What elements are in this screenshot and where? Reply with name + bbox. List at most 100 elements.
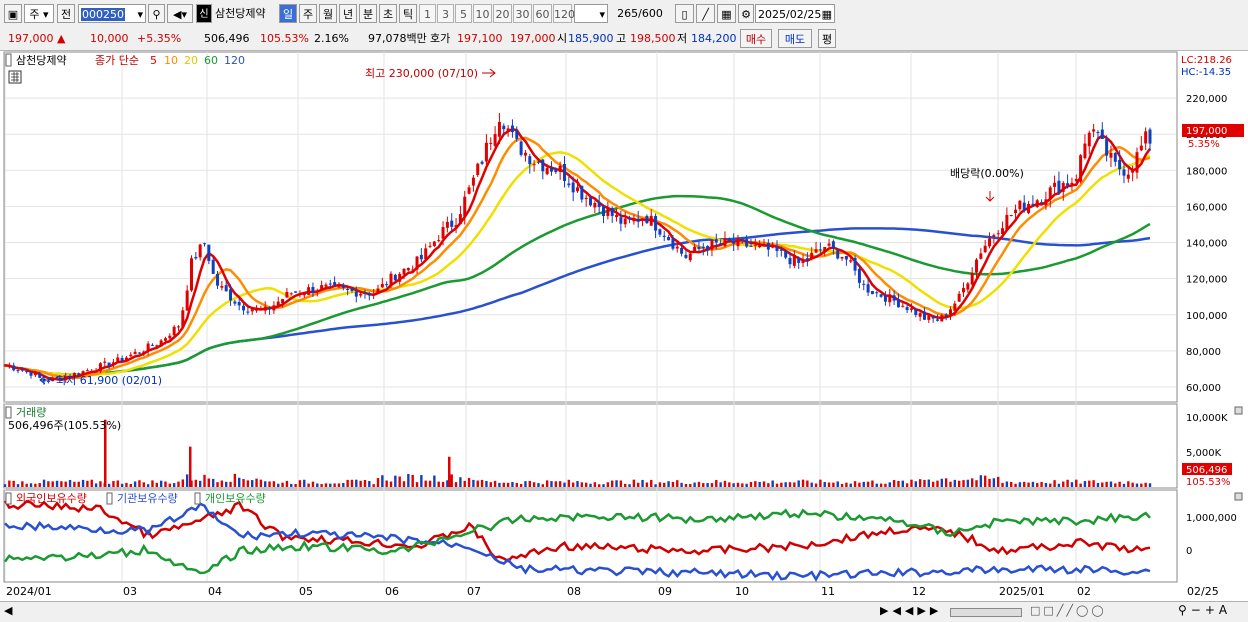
volume-bar bbox=[715, 480, 718, 487]
indicator-icon[interactable]: ▦ bbox=[717, 4, 736, 23]
tab-minute[interactable]: 분 bbox=[359, 4, 377, 23]
candle-body bbox=[818, 249, 822, 251]
candle-body bbox=[380, 283, 384, 288]
holding-close-icon[interactable] bbox=[1234, 492, 1243, 501]
zoom-slider[interactable] bbox=[950, 608, 1022, 617]
zoom-controls-icons[interactable]: ⚲−+A bbox=[1178, 603, 1232, 617]
scroll-left-icon[interactable]: ◀ bbox=[4, 604, 13, 617]
tab-tick[interactable]: 틱 bbox=[399, 4, 417, 23]
candle-body bbox=[7, 366, 11, 368]
sell-button[interactable]: 매도 bbox=[778, 29, 812, 48]
candle-body bbox=[176, 326, 180, 328]
calendar-icon[interactable]: ▦ bbox=[821, 8, 832, 21]
volume-bar bbox=[298, 480, 302, 487]
candle-body bbox=[398, 273, 402, 282]
chart-scroll-bar[interactable]: ◀ ▶◀◀▶▶ □□╱╱◯◯ ⚲−+A bbox=[0, 601, 1248, 622]
legend-ma10: 10 bbox=[164, 54, 178, 67]
tab-yearly[interactable]: 년 bbox=[339, 4, 357, 23]
candle-body bbox=[593, 203, 597, 208]
n-tab-30[interactable]: 30 bbox=[513, 4, 532, 23]
candle-body bbox=[966, 283, 970, 290]
candle-type-icon[interactable]: ▯ bbox=[675, 4, 694, 23]
volume-bar bbox=[550, 481, 553, 487]
volume-bar bbox=[394, 475, 397, 487]
volume-bar bbox=[788, 482, 792, 487]
volume-bar bbox=[593, 482, 597, 487]
candle-body bbox=[940, 315, 944, 322]
volume-bar bbox=[736, 482, 740, 487]
candle-body bbox=[996, 233, 1000, 235]
chart-type-icon[interactable]: ╱ bbox=[696, 4, 715, 23]
volume-bar bbox=[207, 478, 211, 487]
candle-body bbox=[12, 365, 16, 371]
volume-bar bbox=[216, 482, 219, 487]
n-tab-1[interactable]: 1 bbox=[419, 4, 436, 23]
x-tick-label: 06 bbox=[385, 585, 399, 598]
volume-bar bbox=[502, 482, 505, 487]
volume-bar bbox=[120, 483, 124, 487]
tab-daily[interactable]: 일 bbox=[279, 4, 297, 23]
volume-close-icon[interactable] bbox=[1234, 406, 1243, 415]
candle-body bbox=[719, 243, 723, 245]
candle-body bbox=[124, 357, 128, 361]
candle-body bbox=[753, 244, 757, 246]
n-tab-10[interactable]: 10 bbox=[473, 4, 492, 23]
n-tab-120[interactable]: 120 bbox=[553, 4, 575, 23]
window-menu-icon[interactable]: ▣ bbox=[4, 4, 22, 23]
custom-period-select[interactable]: ▾ bbox=[574, 4, 608, 23]
legend-marker bbox=[5, 53, 12, 67]
candle-body bbox=[1087, 132, 1091, 147]
candle-body bbox=[142, 351, 146, 354]
volume-bar bbox=[940, 478, 944, 487]
candle-body bbox=[853, 257, 857, 271]
candle-body bbox=[285, 291, 289, 298]
n-tab-60[interactable]: 60 bbox=[533, 4, 552, 23]
search-icon[interactable]: ⚲ bbox=[148, 4, 165, 23]
volume-bar bbox=[797, 480, 800, 487]
volume-bar bbox=[576, 481, 579, 487]
volume-bar bbox=[845, 482, 848, 487]
drawing-tools-icons[interactable]: □□╱╱◯◯ bbox=[1030, 604, 1107, 617]
volume-bar bbox=[936, 480, 939, 487]
stock-code-input[interactable]: 000250 ▾ bbox=[78, 4, 146, 23]
candle-body bbox=[389, 273, 393, 287]
candle-body bbox=[150, 344, 154, 346]
tab-weekly[interactable]: 주 bbox=[299, 4, 317, 23]
candle-body bbox=[333, 282, 337, 286]
candle-body bbox=[3, 365, 7, 367]
stock-chart[interactable]: 삼천당제약 종가 단순 5 10 20 60 120 LC:218.26 HC:… bbox=[0, 51, 1248, 601]
open-price: 185,900 bbox=[568, 32, 614, 45]
volume-bar bbox=[463, 480, 466, 487]
candle-body bbox=[289, 293, 293, 295]
tab-monthly[interactable]: 월 bbox=[319, 4, 337, 23]
volume-bar bbox=[3, 484, 7, 487]
market-select[interactable]: 주 ▾ bbox=[24, 4, 54, 23]
volume-bar bbox=[771, 480, 774, 487]
n-tab-5[interactable]: 5 bbox=[455, 4, 472, 23]
date-input[interactable]: 2025/02/25 ▦ bbox=[755, 4, 835, 23]
period-button[interactable]: 전 bbox=[57, 4, 75, 23]
tab-second[interactable]: 초 bbox=[379, 4, 397, 23]
scroll-nav-icons[interactable]: ▶◀◀▶▶ bbox=[880, 604, 943, 617]
moving-average-lines bbox=[4, 127, 1152, 381]
candle-body bbox=[654, 216, 658, 231]
volume-bar bbox=[411, 474, 414, 487]
eval-button[interactable]: 평 bbox=[818, 29, 836, 48]
volume-bar bbox=[485, 480, 488, 487]
volume-bar bbox=[671, 481, 675, 487]
buy-button[interactable]: 매수 bbox=[740, 29, 772, 48]
volume-bar bbox=[337, 483, 341, 487]
volume-bar bbox=[910, 479, 913, 487]
volume-bar bbox=[1101, 482, 1104, 487]
gear-icon[interactable]: ⚙ bbox=[738, 4, 754, 23]
candle-body bbox=[94, 370, 98, 373]
volume-bar bbox=[519, 484, 523, 487]
candle-body bbox=[268, 307, 272, 310]
speaker-icon[interactable]: ◀▾ bbox=[167, 4, 193, 23]
candle-body bbox=[623, 218, 627, 225]
volume-bar bbox=[255, 478, 258, 487]
candle-body bbox=[732, 240, 736, 244]
n-tab-3[interactable]: 3 bbox=[437, 4, 454, 23]
n-tab-20[interactable]: 20 bbox=[493, 4, 512, 23]
volume-bar bbox=[905, 483, 909, 487]
